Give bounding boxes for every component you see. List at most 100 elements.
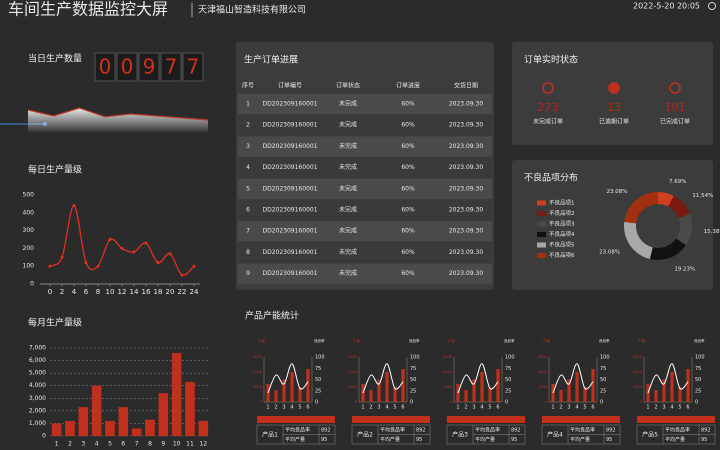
- x-tick-label: 2: [68, 441, 72, 448]
- y2-tick-label: 25: [695, 388, 701, 394]
- stat-value: 95: [606, 437, 612, 443]
- y-tick-label: 2000: [253, 370, 262, 374]
- x-tick-label: 2: [60, 288, 64, 296]
- y-tick-label: 0: [42, 433, 46, 440]
- y2-tick-label: 75: [600, 366, 606, 372]
- data-label: 19.23%: [674, 267, 695, 273]
- chart-title: 每月生产量级: [28, 317, 82, 329]
- y-tick-label: 4,000: [29, 382, 46, 389]
- x-tick-label: 2: [369, 405, 372, 411]
- y2-tick-label: 100: [505, 355, 515, 361]
- y-tick-label: 400: [23, 209, 35, 216]
- digit: 0: [121, 55, 134, 79]
- y-tick-label: 3000: [633, 355, 642, 359]
- table-cell: 未完成: [339, 142, 357, 150]
- stat-value: 892: [416, 428, 426, 434]
- status-value: 101: [665, 101, 686, 114]
- footer-bar: [637, 416, 715, 423]
- status-label: 已完成订单: [660, 118, 690, 126]
- y-tick-label: 0: [640, 400, 642, 404]
- table-cell: DD202309160001: [262, 164, 317, 171]
- x-tick-label: 1: [646, 405, 649, 411]
- y2-tick-label: 50: [505, 377, 511, 383]
- y2-tick-label: 50: [695, 377, 701, 383]
- table-row: [238, 178, 492, 199]
- x-tick-label: 2: [654, 405, 657, 411]
- y-tick-label: 3000: [348, 355, 357, 359]
- table-cell: 7: [246, 228, 250, 235]
- series-name: 良品率: [409, 338, 420, 343]
- x-tick-label: 4: [480, 405, 483, 411]
- digit-box: [94, 52, 116, 82]
- series-name: 产量: [638, 338, 646, 343]
- bar: [567, 379, 571, 402]
- stat-label: 平均产量: [380, 436, 400, 443]
- table-cell: 2: [246, 122, 250, 129]
- x-tick-label: 6: [496, 405, 499, 411]
- x-tick-label: 6: [84, 288, 89, 296]
- bar: [369, 390, 373, 402]
- stat-label: 平均良品率: [380, 427, 405, 434]
- data-label: 7.69%: [669, 179, 686, 185]
- table-cell: DD202309160001: [262, 228, 317, 235]
- y-tick-label: 0: [30, 281, 34, 288]
- y-tick-label: 1000: [538, 385, 547, 389]
- table-cell: 5: [246, 185, 250, 192]
- table-cell: DD202309160001: [262, 207, 317, 214]
- bar: [385, 372, 389, 402]
- point: [84, 261, 88, 265]
- page-title: 车间生产数据监控大屏: [8, 0, 168, 19]
- stat-value: 892: [606, 428, 616, 434]
- bar: [274, 390, 278, 402]
- table-cell: DD202309160001: [262, 122, 317, 129]
- stat-label: 平均良品率: [665, 427, 690, 434]
- x-tick-label: 5: [393, 405, 396, 411]
- x-tick-label: 8: [148, 441, 152, 448]
- table-row: [238, 157, 492, 178]
- x-tick-label: 8: [96, 288, 100, 296]
- series-name: 良品率: [694, 338, 705, 343]
- table-cell: 8: [246, 249, 250, 256]
- y-tick-label: 3000: [443, 355, 452, 359]
- table-row: [238, 200, 492, 221]
- stat-value: 95: [416, 437, 422, 443]
- table-cell: 2023.09.30: [449, 207, 484, 214]
- x-tick-label: 1: [55, 441, 59, 448]
- stat-label: 平均良品率: [475, 427, 500, 434]
- x-tick-label: 10: [106, 288, 115, 296]
- legend-swatch: [537, 253, 546, 258]
- x-tick-label: 1: [551, 405, 554, 411]
- x-tick-label: 5: [488, 405, 491, 411]
- bar: [118, 407, 129, 436]
- point: [168, 252, 172, 256]
- legend-label: 不良品项2: [549, 209, 575, 217]
- x-tick-label: 0: [48, 288, 52, 296]
- table-cell: 3: [246, 143, 250, 150]
- x-tick-label: 6: [306, 405, 309, 411]
- y-tick-label: 300: [23, 227, 35, 234]
- column-header: 序号: [242, 82, 254, 90]
- table-cell: 60%: [401, 185, 415, 192]
- data-label: 23.08%: [599, 250, 620, 256]
- y-tick-label: 0: [545, 400, 547, 404]
- table-cell: 60%: [401, 207, 415, 214]
- x-tick-label: 6: [401, 405, 404, 411]
- bar: [393, 387, 397, 402]
- y-tick-label: 3000: [253, 355, 262, 359]
- digit: 9: [143, 55, 156, 79]
- table-cell: 2023.09.30: [449, 228, 484, 235]
- y-tick-label: 2000: [633, 370, 642, 374]
- table-cell: 2023.09.30: [449, 249, 484, 256]
- series-name: 产量: [353, 338, 361, 343]
- digit: 7: [187, 55, 200, 79]
- point: [132, 250, 136, 254]
- table-cell: 未完成: [339, 248, 357, 256]
- line: [267, 363, 309, 394]
- table-cell: 9: [246, 270, 250, 277]
- x-tick-label: 4: [290, 405, 293, 411]
- bar: [401, 369, 405, 402]
- product-name: 产品1: [262, 431, 278, 439]
- y-tick-label: 2000: [443, 370, 452, 374]
- x-tick-label: 11: [186, 441, 194, 448]
- y2-tick-label: 100: [695, 355, 705, 361]
